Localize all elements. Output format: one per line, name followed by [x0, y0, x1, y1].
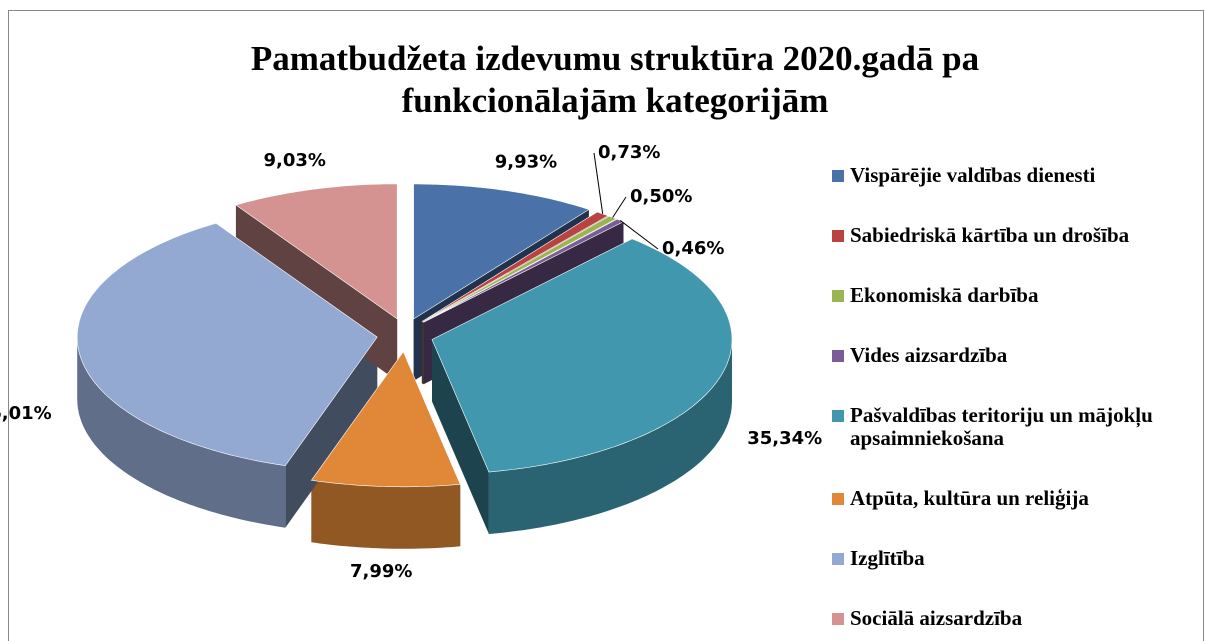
- data-label: 9,93%: [495, 151, 557, 172]
- slice-side: [285, 337, 378, 528]
- legend-label: Izglītība: [850, 546, 925, 570]
- legend-item: Pašvaldības teritoriju un mājokļu apsaim…: [832, 404, 1202, 450]
- chart-title: Pamatbudžeta izdevumu struktūra 2020.gad…: [250, 39, 980, 120]
- slice-wall: [488, 339, 732, 534]
- legend-label: Atpūta, kultūra un reliģija: [850, 486, 1089, 510]
- legend-swatch: [832, 553, 844, 565]
- slice: [310, 351, 461, 488]
- legend-item: Sociālā aizsardzība: [832, 607, 1202, 630]
- legend-swatch: [832, 170, 844, 182]
- legend-swatch: [832, 493, 844, 505]
- slice: [431, 238, 733, 473]
- legend-label: Vides aizsardzība: [850, 343, 1008, 367]
- legend: Vispārējie valdības dienesti Sabiedriskā …: [832, 164, 1202, 630]
- slice: [421, 211, 609, 322]
- legend-item: Atpūta, kultūra un reliģija: [832, 487, 1202, 510]
- legend-item: Vides aizsardzība: [832, 344, 1202, 367]
- legend-swatch: [832, 350, 844, 362]
- data-label: 35,34%: [747, 428, 822, 449]
- data-label: 0,50%: [630, 186, 692, 207]
- data-label: 0,73%: [598, 142, 660, 163]
- leader-line: [612, 196, 627, 218]
- legend-label: Pašvaldības teritoriju un mājokļu apsaim…: [850, 403, 1153, 450]
- legend-label: Sabiedriskā kārtība un drošība: [850, 223, 1130, 247]
- legend-label: Ekonomiskā darbība: [850, 283, 1039, 307]
- leader-line: [593, 152, 604, 214]
- slice: [413, 183, 590, 320]
- slice: [76, 222, 378, 467]
- data-label: 9,03%: [263, 150, 325, 171]
- legend-item: Sabiedriskā kārtība un drošība: [832, 224, 1202, 247]
- pie-tops: [76, 183, 733, 488]
- chart-border: [8, 10, 1204, 641]
- slice: [235, 183, 398, 320]
- legend-label: Vispārējie valdības dienesti: [850, 163, 1096, 187]
- leader-line: [619, 220, 659, 250]
- slice: [423, 218, 625, 323]
- legend-swatch: [832, 230, 844, 242]
- slice-side: [432, 339, 489, 534]
- data-label: 7,99%: [350, 561, 412, 582]
- slice-wall: [311, 480, 461, 549]
- data-label: 36,01%: [0, 403, 52, 424]
- legend-swatch: [832, 290, 844, 302]
- legend-item: Izglītība: [832, 547, 1202, 570]
- slice-wall: [77, 337, 286, 528]
- legend-item: Ekonomiskā darbība: [832, 284, 1202, 307]
- legend-swatch: [832, 613, 844, 625]
- legend-item: Vispārējie valdības dienesti: [832, 164, 1202, 187]
- data-label: 0,46%: [662, 238, 724, 259]
- legend-swatch: [832, 410, 844, 422]
- legend-label: Sociālā aizsardzība: [850, 606, 1023, 630]
